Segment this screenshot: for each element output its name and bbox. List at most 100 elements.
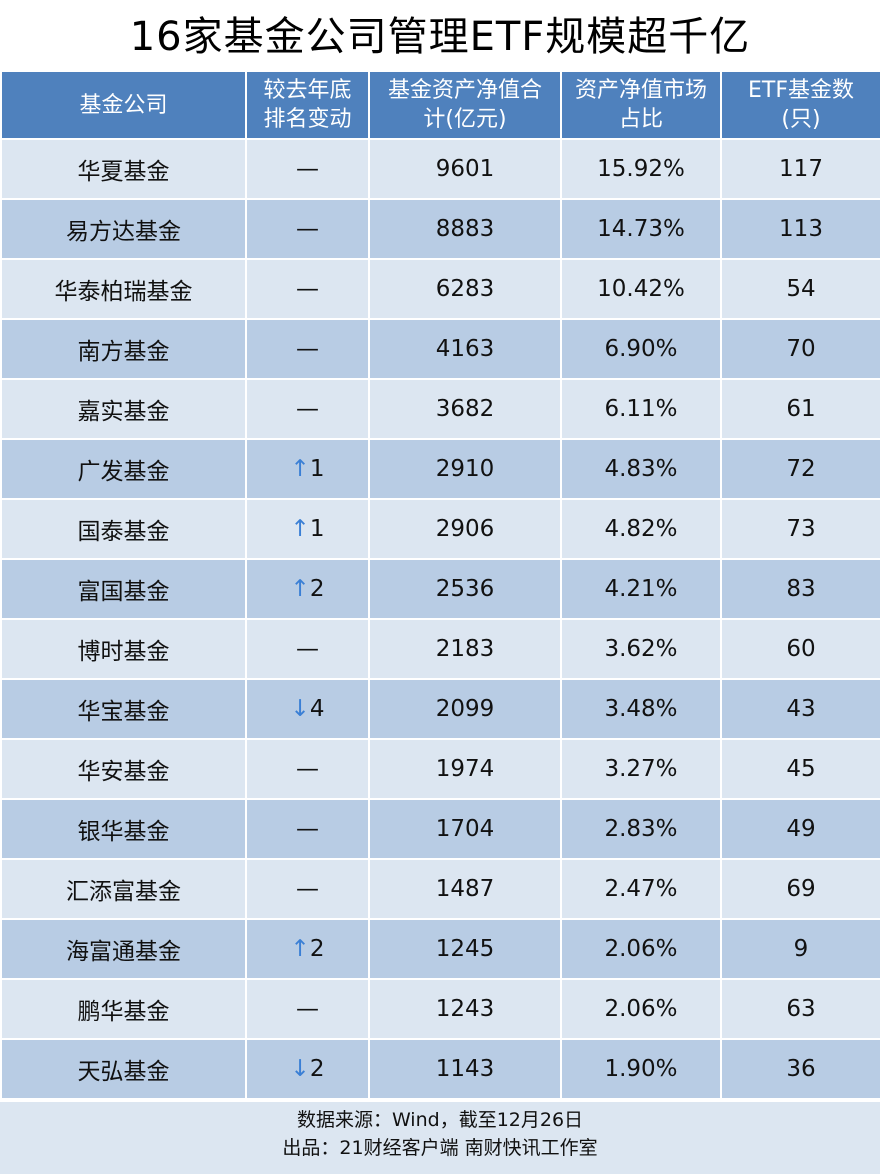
cell-company: 华夏基金 — [0, 138, 247, 200]
producer-note: 出品：21财经客户端 南财快讯工作室 — [282, 1137, 598, 1159]
cell-net-assets: 2183 — [368, 618, 562, 680]
cell-fund-count: 70 — [720, 318, 880, 380]
cell-fund-count: 73 — [720, 498, 880, 560]
cell-net-assets: 1243 — [368, 978, 562, 1040]
cell-net-assets: 6283 — [368, 258, 562, 320]
rank-change-value: 2 — [309, 576, 325, 602]
cell-market-share: 3.27% — [560, 738, 722, 800]
cell-net-assets: 4163 — [368, 318, 562, 380]
cell-rank-change: ↑2 — [245, 918, 370, 980]
table-row: 国泰基金 ↑1 2906 4.82% 73 — [0, 498, 880, 560]
source-note: 数据来源：Wind，截至12月26日 — [296, 1109, 584, 1131]
table-row: 汇添富基金 —1487 2.47% 69 — [0, 858, 880, 920]
cell-company: 天弘基金 — [0, 1038, 247, 1100]
header-market-share: 资产净值市场 占比 — [560, 70, 722, 140]
cell-rank-change: — — [245, 858, 370, 920]
rank-change-value: 2 — [309, 1056, 325, 1082]
cell-net-assets: 2906 — [368, 498, 562, 560]
header-fund-count: ETF基金数 (只) — [720, 70, 880, 140]
cell-company: 银华基金 — [0, 798, 247, 860]
table-row: 鹏华基金 —1243 2.06% 63 — [0, 978, 880, 1040]
cell-rank-change: ↓4 — [245, 678, 370, 740]
header-company: 基金公司 — [0, 70, 247, 140]
cell-market-share: 2.06% — [560, 918, 722, 980]
cell-market-share: 1.90% — [560, 1038, 722, 1100]
cell-rank-change: — — [245, 378, 370, 440]
cell-rank-change: — — [245, 798, 370, 860]
cell-company: 易方达基金 — [0, 198, 247, 260]
cell-fund-count: 61 — [720, 378, 880, 440]
header-row: 基金公司 较去年底 排名变动 基金资产净值合 计(亿元) 资产净值市场 占比 ETF基金… — [0, 70, 880, 140]
etf-table: 基金公司 较去年底 排名变动 基金资产净值合 计(亿元) 资产净值市场 占比 ETF基金… — [0, 70, 880, 1100]
rank-change-value: 2 — [309, 936, 325, 962]
cell-company: 华宝基金 — [0, 678, 247, 740]
cell-net-assets: 2910 — [368, 438, 562, 500]
footer: 数据来源：Wind，截至12月26日 出品：21财经客户端 南财快讯工作室 — [0, 1100, 880, 1174]
cell-rank-change: — — [245, 198, 370, 260]
rank-change-value: 1 — [309, 516, 325, 542]
cell-fund-count: 113 — [720, 198, 880, 260]
cell-market-share: 2.06% — [560, 978, 722, 1040]
table-row: 华泰柏瑞基金 —6283 10.42% 54 — [0, 258, 880, 320]
table-row: 华夏基金 —9601 15.92% 117 — [0, 138, 880, 200]
cell-fund-count: 117 — [720, 138, 880, 200]
cell-rank-change: ↑1 — [245, 438, 370, 500]
cell-net-assets: 2536 — [368, 558, 562, 620]
cell-market-share: 3.48% — [560, 678, 722, 740]
table-row: 博时基金 —2183 3.62% 60 — [0, 618, 880, 680]
cell-rank-change: — — [245, 258, 370, 320]
cell-net-assets: 1245 — [368, 918, 562, 980]
cell-rank-change: — — [245, 738, 370, 800]
table-row: 嘉实基金 —3682 6.11% 61 — [0, 378, 880, 440]
cell-rank-change: ↑2 — [245, 558, 370, 620]
arrow-up-icon: ↑ — [290, 936, 310, 962]
cell-company: 汇添富基金 — [0, 858, 247, 920]
cell-fund-count: 72 — [720, 438, 880, 500]
page-title: 16家基金公司管理ETF规模超千亿 — [129, 14, 751, 60]
cell-net-assets: 2099 — [368, 678, 562, 740]
cell-net-assets: 9601 — [368, 138, 562, 200]
rank-change-value: 4 — [309, 696, 325, 722]
arrow-down-icon: ↓ — [290, 1056, 310, 1082]
cell-net-assets: 1143 — [368, 1038, 562, 1100]
header-rank-change: 较去年底 排名变动 — [245, 70, 370, 140]
cell-market-share: 4.83% — [560, 438, 722, 500]
cell-fund-count: 60 — [720, 618, 880, 680]
cell-fund-count: 83 — [720, 558, 880, 620]
cell-market-share: 4.21% — [560, 558, 722, 620]
cell-market-share: 2.83% — [560, 798, 722, 860]
cell-net-assets: 1487 — [368, 858, 562, 920]
arrow-up-icon: ↑ — [290, 456, 310, 482]
cell-rank-change: ↑1 — [245, 498, 370, 560]
cell-company: 鹏华基金 — [0, 978, 247, 1040]
arrow-up-icon: ↑ — [290, 516, 310, 542]
cell-net-assets: 8883 — [368, 198, 562, 260]
cell-fund-count: 43 — [720, 678, 880, 740]
table-row: 银华基金 —1704 2.83% 49 — [0, 798, 880, 860]
cell-company: 海富通基金 — [0, 918, 247, 980]
cell-market-share: 10.42% — [560, 258, 722, 320]
cell-company: 富国基金 — [0, 558, 247, 620]
cell-market-share: 2.47% — [560, 858, 722, 920]
rank-change-value: 1 — [309, 456, 325, 482]
cell-rank-change: — — [245, 618, 370, 680]
table-row: 华宝基金 ↓4 2099 3.48% 43 — [0, 678, 880, 740]
cell-company: 博时基金 — [0, 618, 247, 680]
cell-net-assets: 1974 — [368, 738, 562, 800]
header-net-assets: 基金资产净值合 计(亿元) — [368, 70, 562, 140]
cell-company: 广发基金 — [0, 438, 247, 500]
cell-company: 南方基金 — [0, 318, 247, 380]
cell-fund-count: 49 — [720, 798, 880, 860]
cell-market-share: 6.11% — [560, 378, 722, 440]
cell-fund-count: 63 — [720, 978, 880, 1040]
cell-company: 嘉实基金 — [0, 378, 247, 440]
table-row: 广发基金 ↑1 2910 4.83% 72 — [0, 438, 880, 500]
cell-net-assets: 3682 — [368, 378, 562, 440]
table-row: 富国基金 ↑2 2536 4.21% 83 — [0, 558, 880, 620]
table-row: 易方达基金 —8883 14.73% 113 — [0, 198, 880, 260]
cell-market-share: 6.90% — [560, 318, 722, 380]
cell-fund-count: 36 — [720, 1038, 880, 1100]
cell-rank-change: — — [245, 978, 370, 1040]
cell-company: 国泰基金 — [0, 498, 247, 560]
table-row: 南方基金 —4163 6.90% 70 — [0, 318, 880, 380]
